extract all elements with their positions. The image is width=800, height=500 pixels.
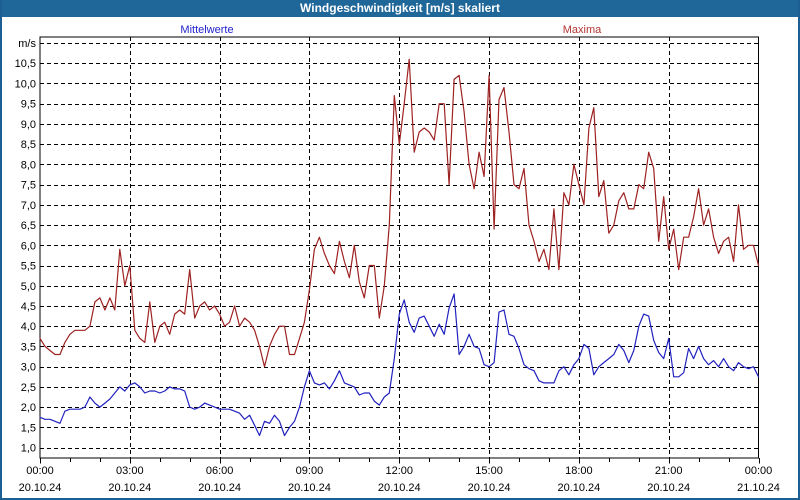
- series-mittelwerte: [39, 293, 760, 437]
- svg-text:9,0: 9,0: [21, 119, 36, 131]
- svg-text:21.10.24: 21.10.24: [737, 482, 780, 494]
- svg-text:5,5: 5,5: [21, 261, 36, 273]
- legend-mittelwerte: Mittelwerte: [180, 24, 234, 36]
- svg-text:20.10.24: 20.10.24: [557, 482, 600, 494]
- svg-text:20.10.24: 20.10.24: [19, 482, 62, 494]
- svg-text:03:00: 03:00: [116, 465, 144, 477]
- svg-text:12:00: 12:00: [385, 465, 413, 477]
- svg-text:10,5: 10,5: [15, 58, 36, 70]
- svg-text:20.10.24: 20.10.24: [647, 482, 690, 494]
- svg-text:00:00: 00:00: [745, 465, 773, 477]
- svg-text:20.10.24: 20.10.24: [108, 482, 151, 494]
- svg-text:2,0: 2,0: [21, 402, 36, 414]
- svg-text:1,0: 1,0: [21, 443, 36, 455]
- svg-text:09:00: 09:00: [296, 465, 324, 477]
- svg-text:15:00: 15:00: [475, 465, 503, 477]
- svg-text:20.10.24: 20.10.24: [378, 482, 421, 494]
- svg-text:8,0: 8,0: [21, 159, 36, 171]
- svg-text:21:00: 21:00: [655, 465, 683, 477]
- svg-text:6,0: 6,0: [21, 240, 36, 252]
- svg-text:20.10.24: 20.10.24: [468, 482, 511, 494]
- svg-text:06:00: 06:00: [206, 465, 234, 477]
- svg-text:2,5: 2,5: [21, 382, 36, 394]
- svg-text:4,0: 4,0: [21, 321, 36, 333]
- svg-text:20.10.24: 20.10.24: [198, 482, 241, 494]
- svg-text:3,5: 3,5: [21, 341, 36, 353]
- svg-text:20.10.24: 20.10.24: [288, 482, 331, 494]
- svg-text:7,5: 7,5: [21, 180, 36, 192]
- window-title: Windgeschwindigkeit [m/s] skaliert: [0, 0, 800, 17]
- svg-text:m/s: m/s: [18, 38, 36, 50]
- svg-text:9,5: 9,5: [21, 99, 36, 111]
- svg-text:00:00: 00:00: [26, 465, 54, 477]
- svg-text:3,0: 3,0: [21, 362, 36, 374]
- svg-text:7,0: 7,0: [21, 200, 36, 212]
- svg-text:4,5: 4,5: [21, 301, 36, 313]
- svg-text:5,0: 5,0: [21, 281, 36, 293]
- svg-text:6,5: 6,5: [21, 220, 36, 232]
- series-maxima: [39, 58, 760, 368]
- svg-text:8,5: 8,5: [21, 139, 36, 151]
- svg-text:10,0: 10,0: [15, 78, 36, 90]
- svg-text:1,5: 1,5: [21, 422, 36, 434]
- legend-maxima: Maxima: [562, 24, 602, 36]
- svg-text:18:00: 18:00: [565, 465, 593, 477]
